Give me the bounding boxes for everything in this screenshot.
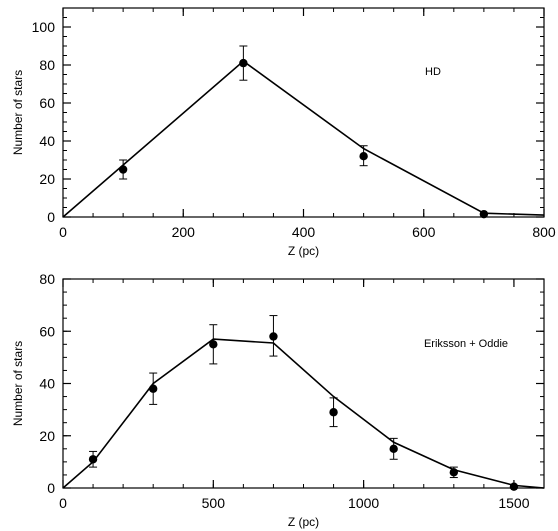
x-tick-label: 1000 [348,495,379,511]
x-axis-title: Z (pc) [288,244,319,258]
y-axis-title: Number of stars [11,70,25,155]
data-point [359,152,368,161]
data-point [118,165,128,174]
data-point [389,444,398,454]
dataset-label: Eriksson + Oddie [424,338,508,350]
y-tick-label: 60 [39,95,55,111]
y-tick-label: 80 [39,57,55,73]
data-point [148,384,158,393]
model-curve [62,60,545,218]
data-point [509,482,519,491]
x-tick-label: 0 [59,495,67,511]
x-axis-title: Z (pc) [288,515,319,529]
data-point [88,455,98,464]
hd-panel: 0 200 400 600 800 0 20 40 60 80 100 Z (pc) Number of… [11,7,556,258]
y-tick-label: 0 [47,209,55,225]
y-tick-label: 80 [39,271,55,287]
y-tick-label: 0 [47,480,55,496]
x-tick-label: 400 [292,224,316,240]
dataset-label: HD [425,66,441,78]
y-axis-title: Number of stars [11,341,25,426]
data-point [479,209,489,219]
data-point [449,468,459,477]
x-tick-label: 0 [59,224,67,240]
x-tick-label: 800 [532,224,556,240]
data-point [329,408,338,417]
x-tick-label: 1500 [498,495,529,511]
data-point [269,332,278,341]
y-tick-label: 100 [32,19,56,35]
plot-frame [62,7,545,218]
x-tick-label: 200 [172,224,196,240]
y-tick-label: 40 [39,376,55,392]
x-tick-label: 500 [202,495,226,511]
y-tick-label: 20 [39,428,55,444]
y-tick-label: 60 [39,323,55,339]
y-tick-label: 40 [39,133,55,149]
y-tick-label: 20 [39,171,55,187]
model-curve [62,338,545,489]
eriksson-oddie-panel: 0 500 1000 1500 0 20 40 60 80 Z (pc) Number of sta… [11,271,545,529]
x-tick-label: 600 [412,224,436,240]
plot-frame [62,278,545,489]
data-point [239,58,248,68]
data-point [209,340,218,349]
